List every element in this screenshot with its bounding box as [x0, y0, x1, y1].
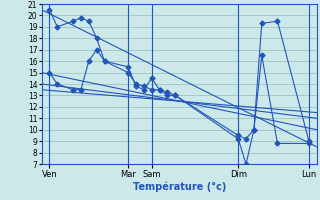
X-axis label: Température (°c): Température (°c) — [132, 181, 226, 192]
